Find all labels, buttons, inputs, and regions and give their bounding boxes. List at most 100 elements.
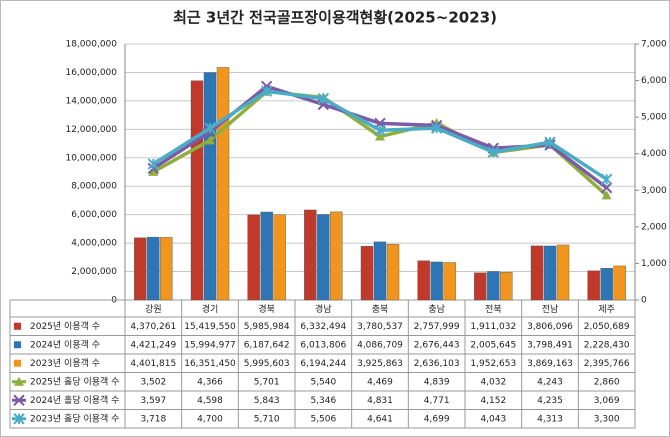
table-cell: 2,636,103 xyxy=(414,359,460,369)
legend-marker xyxy=(13,413,25,425)
table-cell: 3,069 xyxy=(594,396,620,406)
bar xyxy=(216,67,230,301)
marker-part xyxy=(600,173,613,186)
line-marker xyxy=(148,166,159,176)
legend-label: 2024년 홀당 이용객 수 xyxy=(30,394,119,406)
y-tick-label: 6,000,000 xyxy=(71,210,117,220)
table-cell: 3,718 xyxy=(140,414,166,424)
y-tick-label: 18,000,000 xyxy=(65,40,117,50)
y2-tick-label: 3,000 xyxy=(641,186,667,196)
table-cell: 4,370,261 xyxy=(130,322,176,332)
legend-swatch xyxy=(14,359,21,367)
x-tick-label: 경기 xyxy=(202,303,219,315)
y2-tick-label: 4,000 xyxy=(641,149,667,159)
bar xyxy=(543,245,557,301)
marker-part xyxy=(544,136,556,148)
line-marker xyxy=(205,135,215,145)
x-tick-label: 제주 xyxy=(598,304,615,315)
table-cell: 3,925,863 xyxy=(357,359,403,369)
y-tick-label: 14,000,000 xyxy=(65,96,117,106)
bar xyxy=(530,245,544,301)
bar xyxy=(247,214,260,301)
table-cell: 4,421,249 xyxy=(130,340,176,350)
table-cell: 4,043 xyxy=(480,414,506,424)
legend-label: 2023년 이용객 수 xyxy=(30,358,100,369)
line-marker xyxy=(204,122,216,134)
y-tick-label: 2,000,000 xyxy=(71,267,117,277)
table-cell: 3,806,096 xyxy=(527,322,573,332)
marker-part xyxy=(13,413,25,425)
marker-part xyxy=(375,131,385,141)
bar xyxy=(600,268,613,301)
line-marker xyxy=(600,173,613,186)
bar xyxy=(500,272,513,301)
table-cell: 3,502 xyxy=(140,377,166,387)
table-cell: 4,313 xyxy=(537,414,563,424)
table-cell: 5,346 xyxy=(310,396,336,406)
table-cell: 4,086,709 xyxy=(357,340,403,350)
bar xyxy=(304,209,317,301)
marker-part xyxy=(13,394,25,406)
table-cell: 2,860 xyxy=(594,377,620,387)
table-cell: 5,540 xyxy=(310,377,336,387)
table-cell: 5,985,984 xyxy=(244,322,290,332)
table-cell: 2,005,645 xyxy=(470,340,516,350)
marker-part xyxy=(260,85,273,97)
y2-tick-label: 1,000 xyxy=(641,259,667,269)
line-marker xyxy=(317,92,330,105)
chart-title: 최근 3년간 전국골프장이용객현황(2025~2023) xyxy=(173,9,497,27)
table-cell: 4,831 xyxy=(367,396,393,406)
bar xyxy=(260,211,273,301)
y2-tick-label: 0 xyxy=(641,296,647,306)
legend-marker xyxy=(13,394,25,406)
bar xyxy=(474,272,487,301)
y2-tick-label: 6,000 xyxy=(641,76,667,86)
marker-part xyxy=(205,135,215,145)
bar xyxy=(556,244,570,301)
legend-label: 2025년 이용객 수 xyxy=(30,321,100,332)
table-cell: 3,300 xyxy=(594,414,620,424)
bar xyxy=(317,214,330,301)
x-tick-label: 강원 xyxy=(145,304,162,315)
table-cell: 2,050,689 xyxy=(584,322,630,332)
marker-part xyxy=(487,146,500,158)
table-cell: 1,911,032 xyxy=(470,322,516,332)
table-cell: 6,187,642 xyxy=(244,340,290,350)
marker-part xyxy=(14,376,24,386)
table-cell: 3,597 xyxy=(140,396,166,406)
x-tick-label: 전북 xyxy=(485,304,502,315)
y2-tick-label: 7,000 xyxy=(641,40,667,50)
bar xyxy=(273,214,286,301)
table-cell: 4,641 xyxy=(367,414,393,424)
x-tick-label: 경남 xyxy=(315,303,332,315)
y2-tick-label: 2,000 xyxy=(641,222,667,232)
table-cell: 5,995,603 xyxy=(244,359,290,369)
y-tick-label: 12,000,000 xyxy=(65,125,117,135)
table-cell: 2,228,430 xyxy=(584,340,630,350)
table-cell: 5,843 xyxy=(254,396,280,406)
y-tick-label: 8,000,000 xyxy=(71,182,117,192)
marker-part xyxy=(148,166,159,176)
table-cell: 4,032 xyxy=(480,377,506,387)
legend-swatch xyxy=(14,341,21,349)
table-cell: 6,194,244 xyxy=(300,359,346,369)
table-cell: 4,700 xyxy=(197,414,223,424)
marker-part xyxy=(600,182,613,194)
marker-part xyxy=(601,190,612,200)
line-marker xyxy=(601,190,612,200)
line-marker xyxy=(147,158,160,170)
table-cell: 3,869,163 xyxy=(527,359,573,369)
y-tick-label: 10,000,000 xyxy=(65,153,117,163)
table-cell: 5,710 xyxy=(254,414,280,424)
legend-label: 2024년 이용객 수 xyxy=(30,339,100,350)
line-marker xyxy=(260,85,273,97)
marker-part xyxy=(317,92,330,105)
table-cell: 16,351,450 xyxy=(184,359,236,369)
bar xyxy=(147,236,160,301)
bar xyxy=(190,80,204,301)
table-cell: 15,419,550 xyxy=(184,322,236,332)
bar xyxy=(160,237,173,301)
x-tick-label: 충북 xyxy=(372,304,389,315)
bar xyxy=(386,243,400,301)
